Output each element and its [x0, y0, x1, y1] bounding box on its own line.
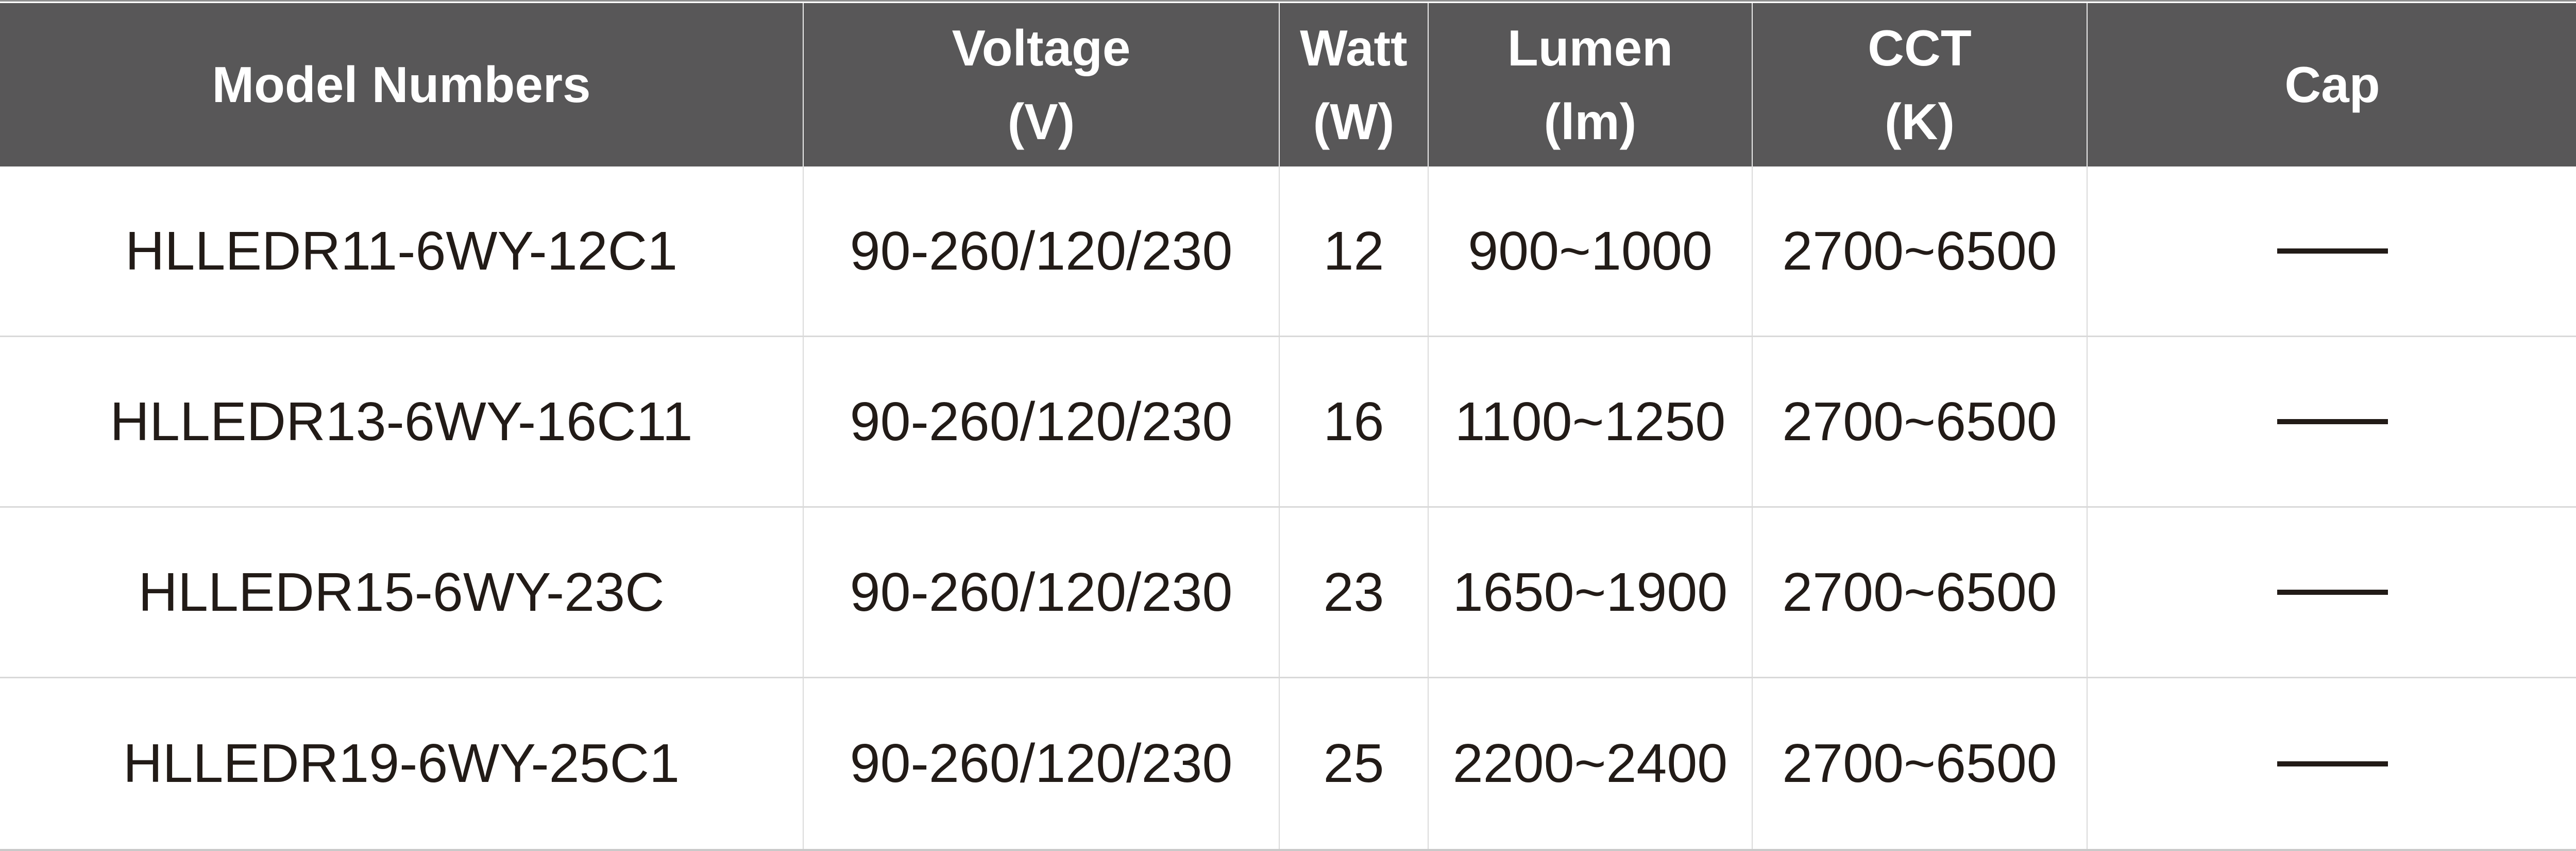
table-row: HLLEDR11-6WY-12C1 90-260/120/230 12 900~… [0, 166, 2576, 337]
watt-cell: 25 [1280, 678, 1429, 849]
long-dash [2277, 761, 2388, 766]
lumen-cell: 2200~2400 [1429, 678, 1753, 849]
watt-cell: 12 [1280, 166, 1429, 337]
header-label: CCT [1868, 20, 1972, 77]
header-label: Voltage [952, 20, 1131, 77]
header-sub: (V) [1007, 93, 1075, 150]
lumen-cell: 1100~1250 [1429, 337, 1753, 508]
header-sub: (lm) [1544, 93, 1637, 150]
watt-cell: 23 [1280, 508, 1429, 678]
header-label: Lumen [1507, 20, 1673, 77]
watt-cell: 16 [1280, 337, 1429, 508]
long-dash [2277, 590, 2388, 595]
cct-cell: 2700~6500 [1753, 508, 2088, 678]
model-cell: HLLEDR15-6WY-23C [0, 508, 804, 678]
voltage-cell: 90-260/120/230 [804, 678, 1280, 849]
model-cell: HLLEDR13-6WY-16C11 [0, 337, 804, 508]
cap-cell [2088, 337, 2576, 508]
cct-cell: 2700~6500 [1753, 678, 2088, 849]
header-voltage: Voltage (V) [804, 3, 1280, 166]
table-row: HLLEDR19-6WY-25C1 90-260/120/230 25 2200… [0, 678, 2576, 849]
table-row: HLLEDR15-6WY-23C 90-260/120/230 23 1650~… [0, 508, 2576, 678]
header-label: Cap [2284, 56, 2380, 113]
model-cell: HLLEDR11-6WY-12C1 [0, 166, 804, 337]
header-lumen: Lumen (lm) [1429, 3, 1753, 166]
lumen-cell: 1650~1900 [1429, 508, 1753, 678]
header-sub: (W) [1313, 93, 1395, 150]
cct-cell: 2700~6500 [1753, 166, 2088, 337]
model-cell: HLLEDR19-6WY-25C1 [0, 678, 804, 849]
header-label: Model Numbers [212, 56, 591, 113]
voltage-cell: 90-260/120/230 [804, 508, 1280, 678]
lumen-cell: 900~1000 [1429, 166, 1753, 337]
long-dash [2277, 248, 2388, 254]
header-sub: (K) [1884, 93, 1955, 150]
long-dash [2277, 419, 2388, 424]
cct-cell: 2700~6500 [1753, 337, 2088, 508]
table-header-row: Model Numbers Voltage (V) Watt (W) Lumen… [0, 2, 2576, 166]
table-row: HLLEDR13-6WY-16C11 90-260/120/230 16 110… [0, 337, 2576, 508]
header-model-numbers: Model Numbers [0, 3, 804, 166]
cap-cell [2088, 678, 2576, 849]
cap-cell [2088, 166, 2576, 337]
voltage-cell: 90-260/120/230 [804, 337, 1280, 508]
header-cap: Cap [2088, 3, 2576, 166]
header-cct: CCT (K) [1753, 3, 2088, 166]
header-label: Watt [1300, 20, 1408, 77]
header-watt: Watt (W) [1280, 3, 1429, 166]
voltage-cell: 90-260/120/230 [804, 166, 1280, 337]
cap-cell [2088, 508, 2576, 678]
